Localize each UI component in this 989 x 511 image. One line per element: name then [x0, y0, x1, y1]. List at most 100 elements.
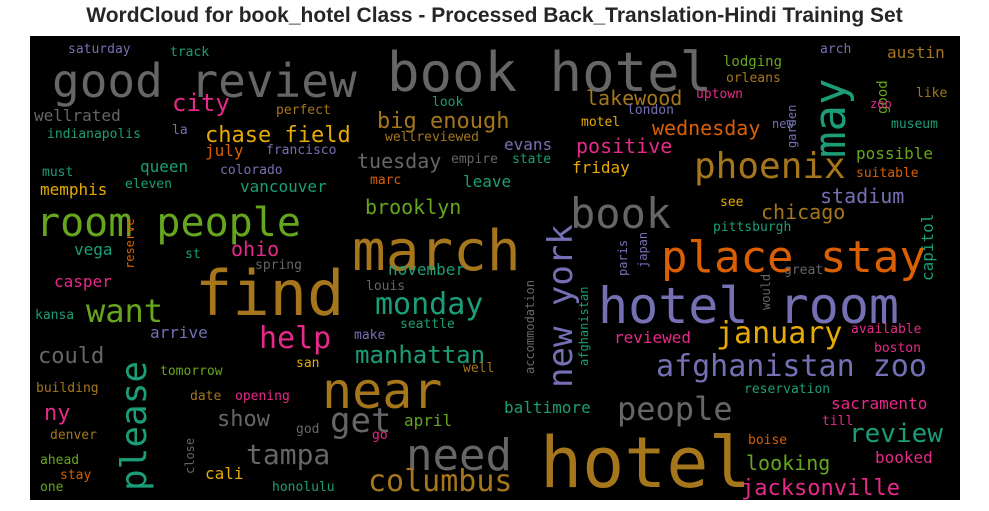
- word-la: la: [172, 123, 188, 138]
- word-kansa: kansa: [35, 308, 74, 323]
- word-building: building: [36, 381, 99, 396]
- word-colorado: colorado: [220, 163, 283, 178]
- word-san: san: [296, 356, 319, 371]
- word-would: would: [759, 274, 773, 310]
- word-tomorrow: tomorrow: [160, 364, 223, 379]
- word-wednesday: wednesday: [652, 116, 760, 140]
- word-need: need: [406, 430, 512, 481]
- word-suitable: suitable: [856, 166, 919, 181]
- word-state: state: [512, 152, 551, 167]
- word-japan: japan: [636, 232, 650, 268]
- word-wellreviewed: wellreviewed: [385, 130, 479, 145]
- word-ny: ny: [44, 401, 71, 426]
- word-seattle: seattle: [400, 317, 455, 332]
- word-look: look: [432, 95, 463, 110]
- word-boise: boise: [748, 433, 787, 448]
- word-honolulu: honolulu: [272, 480, 335, 495]
- word-arch: arch: [820, 42, 851, 57]
- word-show: show: [217, 407, 271, 432]
- word-november: november: [388, 260, 465, 279]
- word-baltimore: baltimore: [504, 398, 591, 417]
- word-date: date: [190, 389, 221, 404]
- word-cali: cali: [205, 464, 244, 483]
- word-people: people: [617, 390, 733, 428]
- word-friday: friday: [572, 158, 630, 177]
- word-like: like: [916, 86, 947, 101]
- word-st: st: [185, 247, 201, 262]
- word-pittsburgh: pittsburgh: [713, 220, 791, 235]
- word-hotel-room: hotel room: [598, 277, 899, 335]
- word-stadium: stadium: [820, 184, 904, 208]
- word-hotel: hotel: [540, 422, 751, 500]
- word-room-people: room people: [36, 200, 301, 246]
- word-chicago: chicago: [761, 200, 845, 224]
- word-queen: queen: [140, 157, 188, 176]
- wordcloud-canvas: hotel find book hotel march hotel room near go…: [30, 36, 960, 500]
- word-capitol: capitol: [918, 214, 937, 281]
- word-motel: motel: [581, 115, 620, 130]
- word-city: city: [172, 89, 230, 117]
- word-find: find: [195, 257, 344, 330]
- word-opening: opening: [235, 389, 290, 404]
- word-review: review: [849, 419, 943, 449]
- word-monday: monday: [375, 287, 483, 322]
- word-accommodation: accommodation: [523, 280, 537, 374]
- word-afghanistan: afghanistan: [577, 287, 591, 366]
- word-want: want: [86, 292, 163, 330]
- word-austin: austin: [887, 43, 945, 62]
- word-god: god: [296, 422, 319, 437]
- chart-title: WordCloud for book_hotel Class - Process…: [86, 4, 903, 27]
- word-spring: spring: [255, 258, 302, 273]
- word-uptown: uptown: [696, 87, 743, 102]
- word-evans: evans: [504, 135, 552, 154]
- word-possible: possible: [856, 144, 933, 163]
- word-orleans: orleans: [726, 71, 781, 86]
- word-help: help: [259, 321, 331, 356]
- word-reserve: reserve: [123, 218, 137, 269]
- word-manhattan: manhattan: [355, 341, 485, 369]
- word-perfect: perfect: [276, 103, 331, 118]
- word-memphis: memphis: [40, 180, 107, 199]
- word-please: please: [114, 361, 155, 491]
- word-make: make: [354, 328, 385, 343]
- word-indianapolis: indianapolis: [47, 127, 141, 142]
- word-arrive: arrive: [150, 323, 208, 342]
- word-may: may: [805, 79, 856, 158]
- word-looking: looking: [746, 451, 830, 475]
- word-saturday: saturday: [68, 42, 131, 57]
- word-garden: garden: [785, 105, 799, 148]
- word-new-york: new york: [541, 224, 581, 388]
- word-till: till: [822, 414, 853, 429]
- word-get: get: [330, 401, 391, 441]
- word-jacksonville: jacksonville: [741, 476, 900, 500]
- word-ohio: ohio: [231, 237, 279, 261]
- word-january: january: [716, 316, 842, 351]
- word-one: one: [40, 480, 64, 495]
- word-afghanistan-zoo: afghanistan zoo: [656, 349, 927, 384]
- word-april: april: [404, 411, 452, 430]
- word-good: good: [875, 80, 891, 114]
- word-march: march: [352, 219, 521, 284]
- word-london: london: [627, 103, 674, 118]
- word-good-review: good review: [52, 54, 357, 108]
- word-close: close: [183, 438, 197, 474]
- word-paris: paris: [616, 240, 630, 276]
- word-marc: marc: [370, 173, 401, 188]
- word-must: must: [42, 165, 73, 180]
- word-boston: boston: [874, 341, 921, 356]
- word-track: track: [170, 45, 209, 60]
- word-new: new: [772, 117, 794, 131]
- word-positive: positive: [576, 134, 672, 158]
- word-could: could: [38, 344, 104, 369]
- word-ahead: ahead: [40, 453, 79, 468]
- word-francisco: francisco: [266, 143, 336, 158]
- word-lodging: lodging: [723, 54, 782, 70]
- word-wellrated: wellrated: [34, 106, 121, 125]
- word-see: see: [720, 195, 744, 210]
- word-empire: empire: [451, 152, 498, 167]
- word-chase-field: chase field: [205, 123, 351, 148]
- word-louis: louis: [366, 279, 405, 294]
- word-book-hotel: book hotel: [387, 41, 712, 104]
- word-zoo: zoo: [870, 97, 892, 111]
